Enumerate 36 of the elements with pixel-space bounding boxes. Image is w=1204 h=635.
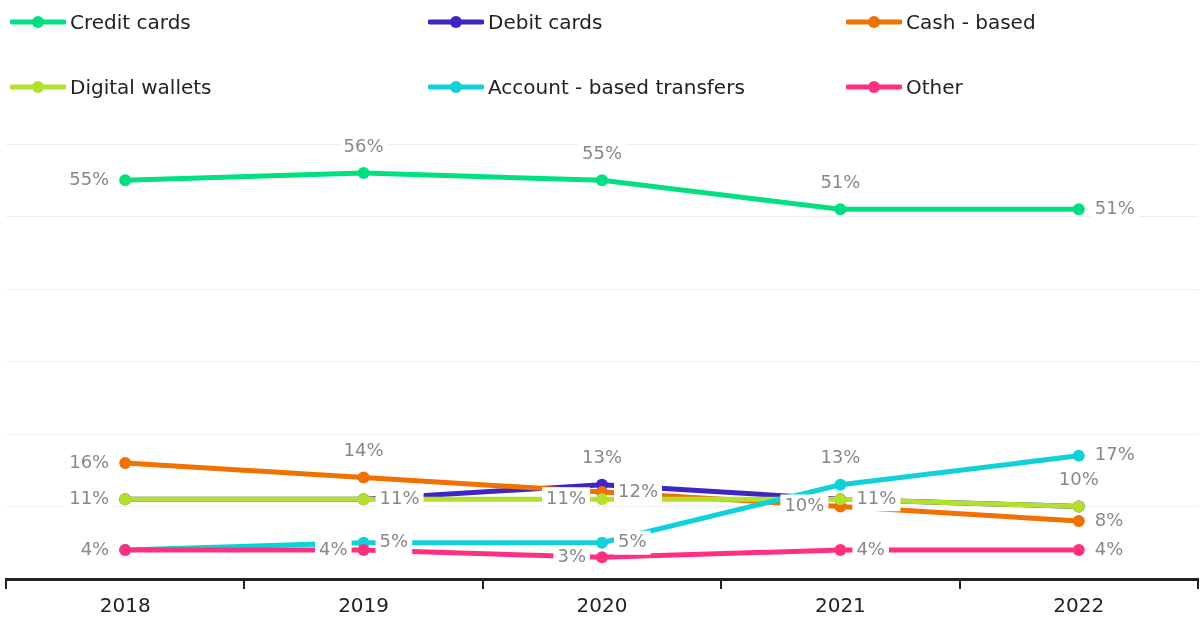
data-label: 8% (1094, 508, 1124, 530)
data-label: 56% (343, 134, 384, 156)
data-label: 12% (618, 479, 659, 501)
legend-label: Debit cards (488, 9, 603, 34)
legend-label: Cash - based (906, 9, 1036, 34)
data-label: 4% (856, 537, 885, 559)
data-label: 4% (80, 537, 110, 559)
data-label: 51% (820, 170, 861, 192)
data-label: 11% (856, 486, 897, 508)
legend-label: Digital wallets (70, 74, 212, 99)
data-label: 16% (69, 450, 110, 472)
data-label: 5% (379, 530, 409, 552)
legend-label: Account - based transfers (488, 74, 745, 99)
x-tick-label: 2022 (1053, 593, 1105, 618)
data-label: 10% (784, 494, 825, 516)
data-label: 4% (1094, 537, 1124, 559)
data-label: 4% (319, 537, 348, 559)
data-label: 11% (69, 486, 110, 508)
data-label: 51% (1094, 196, 1135, 218)
x-tick-label: 2020 (576, 593, 628, 618)
data-label: 13% (820, 446, 861, 468)
data-label: 13% (582, 446, 623, 468)
legend-label: Other (906, 74, 963, 99)
data-label: 55% (582, 141, 623, 163)
data-label: 11% (379, 486, 420, 508)
x-tick-label: 2018 (99, 593, 151, 618)
data-label: 14% (343, 439, 384, 461)
x-tick-label: 2021 (814, 593, 866, 618)
data-label: 11% (545, 486, 587, 508)
data-label: 3% (557, 544, 587, 566)
data-label: 5% (618, 530, 647, 552)
data-label: 17% (1094, 443, 1135, 465)
x-tick-label: 2019 (338, 593, 390, 618)
legend-label: Credit cards (70, 9, 191, 34)
data-label: 10% (1058, 468, 1099, 490)
data-label: 55% (69, 167, 110, 189)
